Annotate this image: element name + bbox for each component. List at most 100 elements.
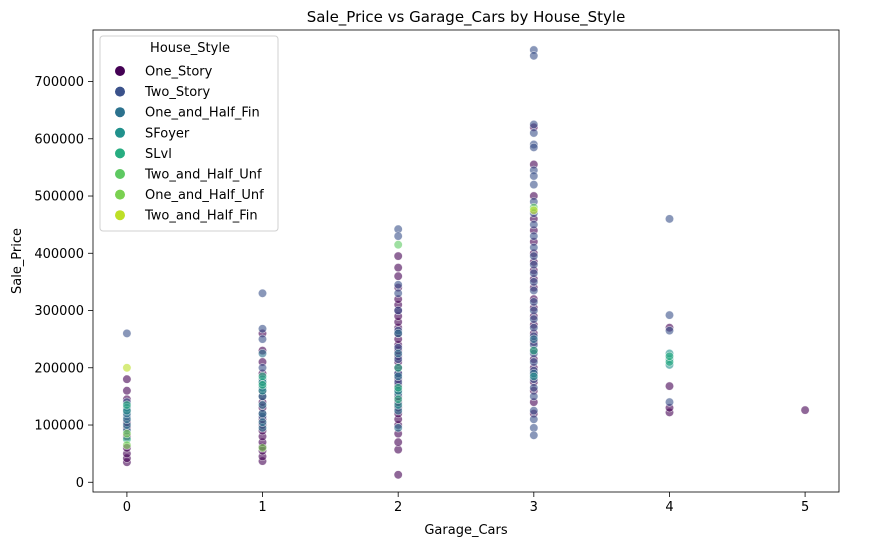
data-point	[257, 409, 267, 419]
legend-entry: One_and_Half_Unf	[115, 188, 264, 203]
legend-box	[99, 35, 279, 232]
data-point	[257, 380, 267, 390]
data-point	[529, 371, 539, 381]
data-point	[393, 280, 403, 290]
legend-marker	[115, 169, 125, 179]
legend-marker	[115, 127, 125, 138]
series-one-and-half-fin	[122, 328, 539, 436]
data-point	[393, 363, 403, 373]
x-tick-label: 2	[394, 500, 402, 515]
data-point	[393, 470, 403, 480]
y-tick-label: 0	[76, 476, 84, 491]
data-point	[664, 381, 674, 391]
data-point	[257, 400, 267, 410]
data-point	[529, 277, 539, 287]
data-point	[257, 371, 267, 381]
legend-label: Two_and_Half_Fin	[144, 209, 258, 224]
data-point	[664, 310, 674, 320]
y-axis: 0 100000 200000 300000 400000 500000 600000 700…	[34, 75, 93, 491]
data-point	[393, 394, 403, 404]
data-point	[664, 397, 674, 407]
y-axis-label: Sale_Price	[10, 228, 25, 294]
y-tick-label: 500000	[34, 190, 84, 205]
data-point	[529, 334, 539, 344]
data-point	[529, 406, 539, 416]
legend-label: One_Story	[145, 65, 213, 80]
legend-marker	[115, 148, 125, 159]
series-two-and-half-unf	[393, 203, 539, 250]
data-point	[257, 417, 267, 427]
data-point	[529, 297, 539, 307]
x-tick-label: 4	[665, 500, 673, 515]
data-point	[257, 443, 267, 453]
data-point	[664, 351, 674, 361]
data-point	[529, 357, 539, 367]
legend-label: One_and_Half_Unf	[145, 188, 264, 203]
data-point	[529, 285, 539, 295]
data-point	[393, 348, 403, 358]
legend-marker	[115, 66, 125, 76]
data-point	[122, 386, 132, 396]
legend-marker	[115, 189, 125, 200]
legend-marker	[115, 107, 125, 118]
data-point	[257, 324, 267, 334]
data-point	[122, 363, 132, 373]
legend-marker	[115, 86, 125, 97]
data-point	[529, 180, 539, 190]
data-point	[529, 251, 539, 261]
x-axis: 0 1 2 3 4 5	[123, 492, 809, 515]
y-tick-label: 400000	[34, 247, 84, 262]
x-tick-label: 1	[258, 500, 266, 515]
data-point	[664, 214, 674, 224]
legend-entry: SLvl	[115, 147, 172, 162]
data-point	[393, 240, 403, 250]
data-point	[393, 383, 403, 393]
x-tick-label: 3	[530, 500, 538, 515]
data-point	[122, 374, 132, 384]
data-point	[393, 437, 403, 447]
y-tick-label: 600000	[34, 132, 84, 147]
data-point	[529, 391, 539, 401]
data-point	[122, 440, 132, 450]
plot-frame	[92, 29, 840, 493]
data-point	[529, 243, 539, 253]
y-tick-label: 100000	[34, 419, 84, 434]
data-point	[529, 383, 539, 393]
x-tick-label: 0	[123, 500, 131, 515]
data-point	[529, 414, 539, 424]
legend: House_Style One_Story Two_Story One_and_Ha…	[99, 35, 279, 232]
data-point	[529, 128, 539, 138]
data-point	[393, 231, 403, 241]
x-tick-label: 5	[801, 500, 809, 515]
data-point	[529, 231, 539, 241]
legend-marker	[115, 210, 125, 221]
data-point	[529, 205, 539, 215]
chart-title: Sale_Price vs Garage_Cars by House_Style	[307, 8, 626, 27]
data-point	[664, 326, 674, 336]
data-point	[529, 314, 539, 324]
data-point	[393, 251, 403, 261]
data-point	[393, 288, 403, 298]
data-point	[529, 260, 539, 270]
legend-label: Two_Story	[144, 85, 211, 100]
data-point	[529, 220, 539, 230]
data-point	[529, 323, 539, 333]
data-point	[529, 171, 539, 181]
data-point	[393, 263, 403, 273]
plot-points	[122, 45, 810, 480]
legend-entry: One_Story	[115, 65, 213, 80]
data-point	[393, 305, 403, 315]
legend-entry: Two_and_Half_Unf	[115, 168, 262, 183]
data-point	[529, 51, 539, 61]
data-point	[393, 423, 403, 433]
legend-label: One_and_Half_Fin	[145, 106, 260, 121]
series-two-and-half-fin	[122, 205, 539, 373]
legend-entry: Two_Story	[115, 85, 211, 100]
data-point	[529, 142, 539, 152]
y-tick-label: 700000	[34, 75, 84, 90]
data-point	[257, 348, 267, 358]
data-point	[529, 305, 539, 315]
series-one-and-half-unf	[122, 429, 267, 453]
data-point	[529, 346, 539, 356]
